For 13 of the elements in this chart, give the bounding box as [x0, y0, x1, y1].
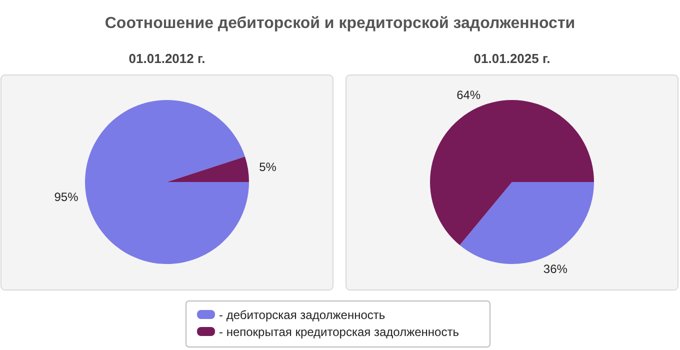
- chart-title: Соотношение дебиторской и кредиторской задолженности: [104, 15, 576, 32]
- legend-label: - дебиторская задолженность: [219, 308, 386, 322]
- pie-slice: [167, 156, 249, 182]
- data-label: 36%: [543, 262, 568, 276]
- legend-label: - непокрытая кредиторская задолженность: [219, 325, 459, 339]
- pie-slice: [430, 100, 594, 246]
- chart-subtitle: 01.01.2025 г.: [474, 51, 550, 66]
- chart-subtitle: 01.01.2012 г.: [128, 51, 206, 66]
- pie-slice: [85, 100, 249, 264]
- data-label: 5%: [259, 160, 277, 174]
- data-label: 64%: [456, 88, 481, 102]
- data-label: 95%: [54, 190, 79, 204]
- pie-slice: [460, 182, 594, 264]
